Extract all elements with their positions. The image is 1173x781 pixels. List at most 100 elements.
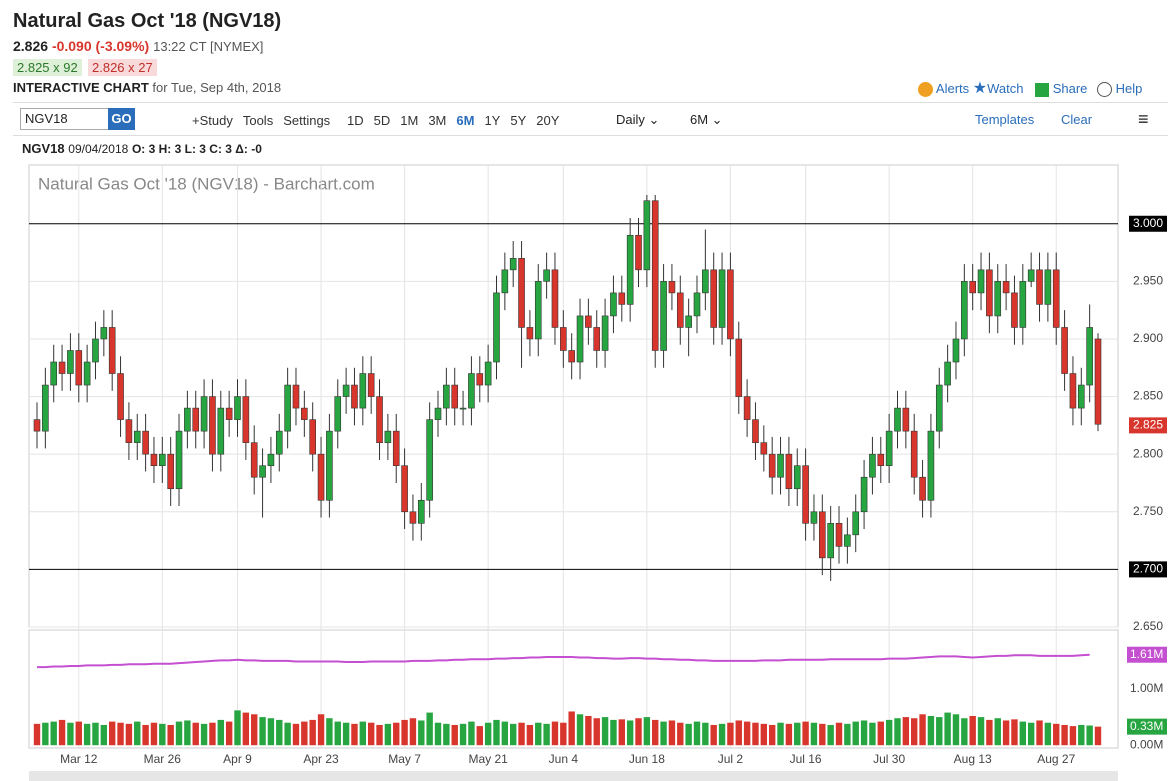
candle-body xyxy=(894,407,901,432)
period-button[interactable]: 1M xyxy=(400,113,419,128)
candle-body xyxy=(702,269,709,294)
candle-body xyxy=(643,200,651,271)
scrollbar[interactable] xyxy=(29,771,1118,781)
help-link[interactable]: Help xyxy=(1115,81,1143,96)
volume-bar xyxy=(894,718,901,746)
candle-body xyxy=(835,523,843,547)
candle-body xyxy=(200,396,208,432)
y-tick-label: 2.800 xyxy=(1133,446,1163,460)
volume-bar xyxy=(317,714,325,746)
candle-body xyxy=(209,396,216,455)
volume-bar xyxy=(551,721,559,746)
candle-body xyxy=(910,430,918,478)
volume-bar xyxy=(309,719,316,746)
period-button[interactable]: 5Y xyxy=(510,113,527,128)
volume-bar xyxy=(484,722,492,746)
candle-body xyxy=(610,292,617,317)
period-button[interactable]: 20Y xyxy=(536,113,560,128)
candle-body xyxy=(392,430,400,467)
candle-body xyxy=(961,281,968,340)
menu-icon[interactable]: ≡ xyxy=(1138,109,1149,129)
volume-bar xyxy=(1094,726,1102,746)
volume-bar xyxy=(652,719,659,746)
candle-body xyxy=(83,361,91,386)
x-tick-label: Jul 2 xyxy=(718,752,744,766)
candle-body xyxy=(777,453,784,478)
candle-body xyxy=(150,453,158,467)
interval[interactable]: Daily ⌄ xyxy=(616,112,660,127)
period-button[interactable]: 6M xyxy=(456,113,475,128)
volume-bar xyxy=(877,721,884,746)
volume-bar xyxy=(576,714,584,746)
study-menu: +Study Tools Settings xyxy=(192,112,340,130)
alerts-link[interactable]: Alerts xyxy=(935,81,970,96)
templates[interactable]: Templates xyxy=(975,112,1035,127)
candle-body xyxy=(501,269,509,294)
candle-body xyxy=(267,453,275,467)
volume-bar xyxy=(83,723,91,746)
x-tick-label: Aug 27 xyxy=(1037,752,1075,766)
volume-bar xyxy=(919,714,926,746)
candle-body xyxy=(526,327,534,340)
candle-body xyxy=(1027,269,1035,282)
volume-tick-label: 1.00M xyxy=(1130,681,1163,695)
go-button[interactable]: GO xyxy=(108,108,135,130)
period-button[interactable]: 3M xyxy=(428,113,447,128)
candle-body xyxy=(426,419,433,501)
range[interactable]: 6M ⌄ xyxy=(690,112,723,127)
candle-body xyxy=(476,373,484,386)
candle-body xyxy=(885,430,893,467)
candle-body xyxy=(727,269,734,340)
candle-body xyxy=(994,281,1002,317)
candle-body xyxy=(1011,292,1018,328)
period-button[interactable]: 1Y xyxy=(484,113,501,128)
candle-body xyxy=(977,269,985,294)
tools[interactable]: Tools xyxy=(242,113,274,128)
volume-bar xyxy=(1036,720,1043,746)
volume-bar xyxy=(142,724,149,746)
volume-bar xyxy=(58,719,66,746)
oi-last-label: 1.61M xyxy=(1130,647,1163,661)
volume-bar xyxy=(276,719,283,746)
share-link[interactable]: Share xyxy=(1052,81,1088,96)
candle-body xyxy=(710,269,718,328)
volume-bar xyxy=(1044,722,1052,746)
volume-bar xyxy=(301,721,308,746)
candle-body xyxy=(75,350,83,386)
candle-body xyxy=(618,292,626,305)
volume-bar xyxy=(67,722,74,746)
level-label-box xyxy=(1129,215,1167,232)
candle-body xyxy=(159,453,166,467)
watch-link[interactable]: Watch xyxy=(987,81,1024,96)
volume-bar xyxy=(660,721,667,746)
candle-body xyxy=(401,465,408,513)
x-tick-label: Aug 13 xyxy=(954,752,992,766)
volume-bar xyxy=(802,721,809,746)
volume-bar xyxy=(476,726,483,746)
clear[interactable]: Clear xyxy=(1061,112,1093,127)
period-button[interactable]: 1D xyxy=(347,113,364,128)
header-links: Alerts ★Watch Share Help xyxy=(918,78,1142,98)
study[interactable]: +Study xyxy=(192,113,233,128)
candle-body xyxy=(1069,373,1077,409)
volume-bar xyxy=(535,722,542,746)
candle-body xyxy=(192,407,200,432)
volume-bar xyxy=(42,722,49,746)
volume-bar xyxy=(977,717,985,746)
volume-bar xyxy=(367,722,375,746)
candle-body xyxy=(927,430,935,501)
volume-bar xyxy=(844,723,851,746)
volume-bar xyxy=(75,721,82,746)
candle-body xyxy=(443,384,450,409)
settings[interactable]: Settings xyxy=(283,113,331,128)
period-button[interactable]: 5D xyxy=(373,113,391,128)
volume-bar xyxy=(969,715,976,746)
candle-body xyxy=(793,465,801,490)
volume-bar xyxy=(718,723,726,746)
x-tick-label: Mar 26 xyxy=(144,752,182,766)
volume-bar xyxy=(944,712,951,746)
candle-body xyxy=(568,350,575,363)
volume-bar xyxy=(134,721,141,746)
level-label-box xyxy=(1129,561,1167,578)
